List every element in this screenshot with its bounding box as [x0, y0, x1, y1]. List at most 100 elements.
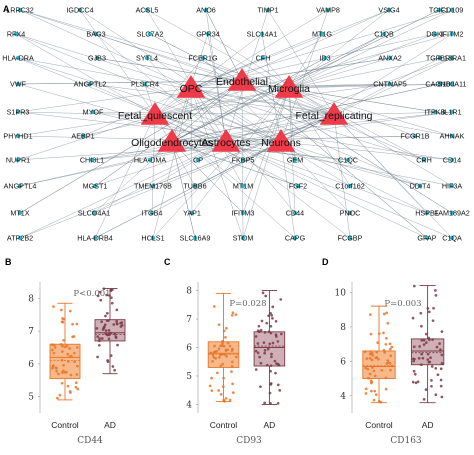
data-point	[111, 365, 115, 368]
gene-label: ITPKB	[425, 108, 446, 117]
x-axis-title: CD93	[236, 436, 262, 446]
network-edge	[93, 114, 335, 214]
data-point	[370, 358, 374, 362]
data-point	[388, 347, 392, 351]
data-point	[271, 316, 274, 320]
data-point	[411, 380, 415, 384]
data-point	[430, 365, 434, 368]
gene-label: IFITM2	[441, 30, 464, 39]
network-edge	[171, 135, 416, 143]
network-edge	[171, 111, 453, 143]
data-point	[217, 389, 221, 392]
data-point	[263, 401, 266, 405]
data-point	[231, 391, 235, 395]
cell-type-label: Fetal_replicating	[295, 110, 372, 122]
network-edge	[190, 9, 390, 89]
network-edge	[171, 33, 385, 143]
network-edge	[154, 33, 453, 116]
data-point	[100, 320, 103, 324]
gene-label: CACNB4	[425, 80, 454, 89]
network-edge	[17, 80, 243, 85]
data-point	[212, 356, 216, 359]
gene-label: FGF2	[289, 182, 307, 191]
gene-label: ITGB4	[142, 209, 163, 218]
gene-label: IL1R1	[442, 108, 461, 117]
gene-label: CHI3L1	[80, 156, 104, 165]
data-point	[365, 357, 369, 360]
network-edge	[93, 141, 227, 214]
network-edge	[267, 9, 335, 116]
x-axis-title: CD163	[390, 436, 422, 446]
network-edge	[190, 87, 244, 187]
network-edge	[190, 57, 264, 89]
gene-node	[192, 183, 198, 189]
p-value-annotation: P=0.028	[229, 299, 266, 309]
data-point	[383, 351, 387, 354]
data-point	[257, 330, 261, 334]
gene-node	[17, 235, 23, 241]
gene-label: ACSL5	[136, 6, 159, 15]
data-point	[219, 364, 223, 368]
data-point	[439, 384, 443, 388]
gene-label: NUPR1	[6, 156, 30, 165]
network-edge	[15, 33, 156, 116]
gene-node	[412, 133, 418, 139]
gene-node	[89, 157, 95, 163]
data-point	[211, 353, 215, 357]
data-point	[209, 351, 213, 355]
gene-label: C1QC	[338, 156, 358, 165]
data-point	[411, 316, 415, 320]
data-point	[431, 319, 435, 323]
data-point	[218, 353, 222, 357]
gene-label: ID3	[319, 54, 330, 63]
gene-node	[347, 183, 353, 189]
data-point	[411, 357, 415, 361]
cell-type-label: Fetal_quiescent	[118, 110, 192, 122]
data-point	[212, 350, 216, 354]
network-edge	[91, 141, 282, 161]
data-point	[221, 340, 224, 343]
data-point	[262, 341, 266, 344]
gene-label: CD14	[443, 156, 461, 165]
gene-label: ANO6	[196, 6, 216, 15]
data-point	[60, 358, 64, 362]
data-point	[375, 355, 379, 359]
data-point	[56, 396, 59, 400]
data-point	[74, 381, 78, 385]
gene-label: PHYHD1	[3, 132, 32, 141]
data-point	[98, 337, 101, 341]
x-category-label: AD	[104, 420, 116, 430]
data-point	[106, 359, 109, 362]
gene-node	[387, 81, 393, 87]
network-edge	[82, 87, 290, 137]
gene-node	[240, 210, 246, 216]
data-point	[433, 289, 437, 292]
data-point	[96, 335, 100, 338]
data-point	[223, 399, 226, 403]
gene-label: PNOC	[340, 209, 361, 218]
gene-node	[259, 31, 265, 37]
data-point	[263, 349, 267, 352]
network-edge	[241, 80, 436, 113]
data-point	[384, 342, 388, 346]
network-edge	[190, 87, 351, 187]
network-edge	[288, 9, 453, 89]
cell-type-label: OPC	[180, 83, 203, 95]
gene-node	[150, 183, 156, 189]
data-point	[231, 311, 235, 315]
data-point	[98, 290, 102, 294]
data-point	[364, 387, 368, 391]
gene-node	[90, 109, 96, 115]
network-edge	[225, 141, 428, 239]
gene-label: ANGPTL4	[4, 182, 37, 191]
data-point	[377, 357, 380, 361]
network-edge	[17, 114, 156, 161]
data-point	[259, 385, 262, 389]
network-edge	[154, 57, 204, 116]
data-point	[119, 325, 123, 328]
gene-label: TMEM176B	[134, 182, 172, 191]
gene-label: VAMP8	[316, 6, 340, 15]
data-point	[51, 348, 54, 352]
gene-node	[449, 81, 455, 87]
